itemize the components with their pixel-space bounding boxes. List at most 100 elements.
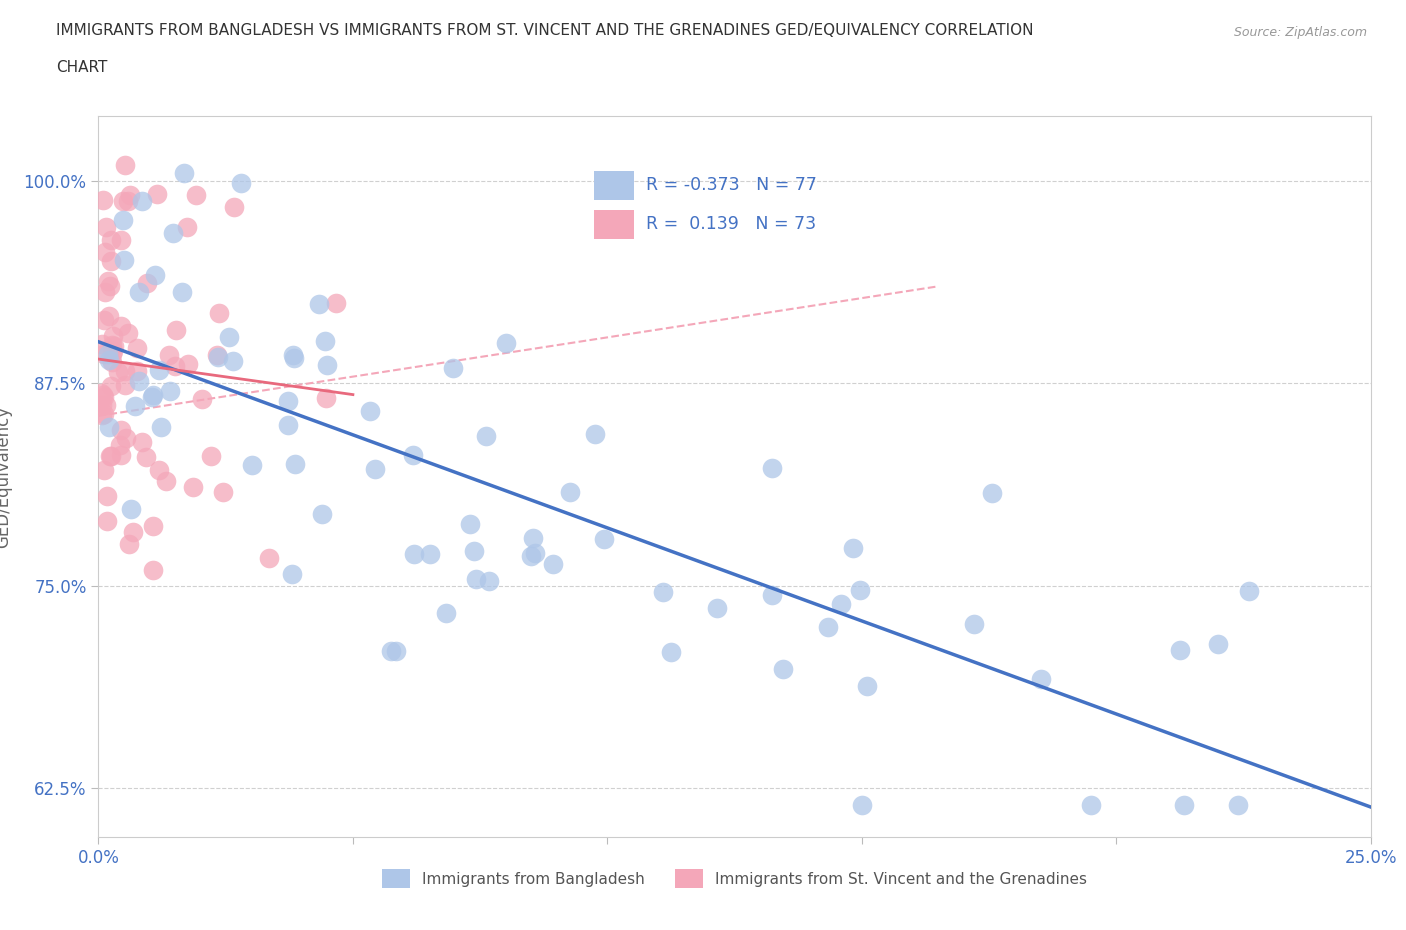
Point <box>110 318 132 333</box>
Point <box>761 588 783 603</box>
Point <box>94 397 117 412</box>
Point <box>111 193 134 208</box>
Point <box>90 397 112 412</box>
Point <box>142 563 165 578</box>
Point <box>94 244 117 259</box>
Point <box>520 549 543 564</box>
Point <box>181 480 204 495</box>
Point <box>93 347 115 362</box>
Point <box>385 644 408 658</box>
Point <box>1227 797 1250 812</box>
Point <box>849 583 872 598</box>
Point <box>131 193 153 208</box>
Point <box>283 348 305 363</box>
Point <box>149 419 172 434</box>
Point <box>98 308 121 323</box>
Point <box>212 485 235 499</box>
Point <box>1206 637 1229 652</box>
Point <box>163 358 186 373</box>
Point <box>1239 584 1261 599</box>
Point <box>101 346 124 361</box>
Point <box>136 275 159 290</box>
Legend: Immigrants from Bangladesh, Immigrants from St. Vincent and the Grenadines: Immigrants from Bangladesh, Immigrants f… <box>377 863 1092 895</box>
Point <box>112 253 135 268</box>
Point <box>110 447 132 462</box>
Point <box>1173 797 1195 812</box>
Point <box>148 363 170 378</box>
Point <box>142 388 165 403</box>
Point <box>115 431 138 445</box>
Point <box>131 434 153 449</box>
Point <box>364 461 387 476</box>
Point <box>91 337 114 352</box>
Point <box>1080 797 1102 812</box>
Point <box>651 584 673 599</box>
Point <box>772 662 794 677</box>
Point <box>108 437 131 452</box>
Point <box>380 644 402 658</box>
Point <box>402 447 425 462</box>
Point <box>524 546 547 561</box>
Point <box>522 531 544 546</box>
Point <box>222 354 245 369</box>
Point <box>142 519 165 534</box>
Point <box>135 450 157 465</box>
Point <box>101 354 124 369</box>
Point <box>191 392 214 406</box>
Point <box>93 390 115 405</box>
Point <box>464 572 486 587</box>
Point <box>97 273 120 288</box>
Point <box>441 360 464 375</box>
Point <box>277 393 299 408</box>
Point <box>117 326 139 340</box>
Point <box>280 567 302 582</box>
Point <box>359 404 381 418</box>
Point <box>218 329 240 344</box>
Point <box>592 531 614 546</box>
Point <box>114 157 136 172</box>
Point <box>170 285 193 299</box>
Point <box>100 449 122 464</box>
Point <box>127 364 149 379</box>
Point <box>143 268 166 283</box>
Point <box>90 386 112 401</box>
Point <box>855 678 877 693</box>
Point <box>325 296 347 311</box>
Point <box>100 254 122 269</box>
Point <box>148 462 170 477</box>
Point <box>1029 671 1052 686</box>
Point <box>208 306 231 321</box>
Point <box>107 365 129 379</box>
Point <box>200 448 222 463</box>
Point <box>100 232 122 247</box>
Point <box>114 364 136 379</box>
Point <box>842 540 865 555</box>
Point <box>583 426 606 441</box>
Point <box>419 547 441 562</box>
Point <box>495 335 517 350</box>
Point <box>91 388 114 403</box>
Point <box>830 597 852 612</box>
Point <box>93 407 115 422</box>
Point <box>315 391 337 405</box>
Point <box>93 312 115 327</box>
Point <box>404 547 426 562</box>
Point <box>240 458 263 472</box>
Point <box>173 166 195 180</box>
Point <box>125 340 148 355</box>
Y-axis label: GED/Equivalency: GED/Equivalency <box>0 405 13 548</box>
Point <box>434 606 457 621</box>
Point <box>120 501 142 516</box>
Point <box>94 285 117 299</box>
Point <box>177 357 200 372</box>
Point <box>316 358 339 373</box>
Point <box>851 797 873 812</box>
Point <box>117 194 139 209</box>
Point <box>97 420 120 435</box>
Point <box>706 601 728 616</box>
Point <box>118 537 141 551</box>
Point <box>157 347 180 362</box>
Point <box>100 379 122 393</box>
Point <box>165 322 187 337</box>
Point <box>817 619 839 634</box>
